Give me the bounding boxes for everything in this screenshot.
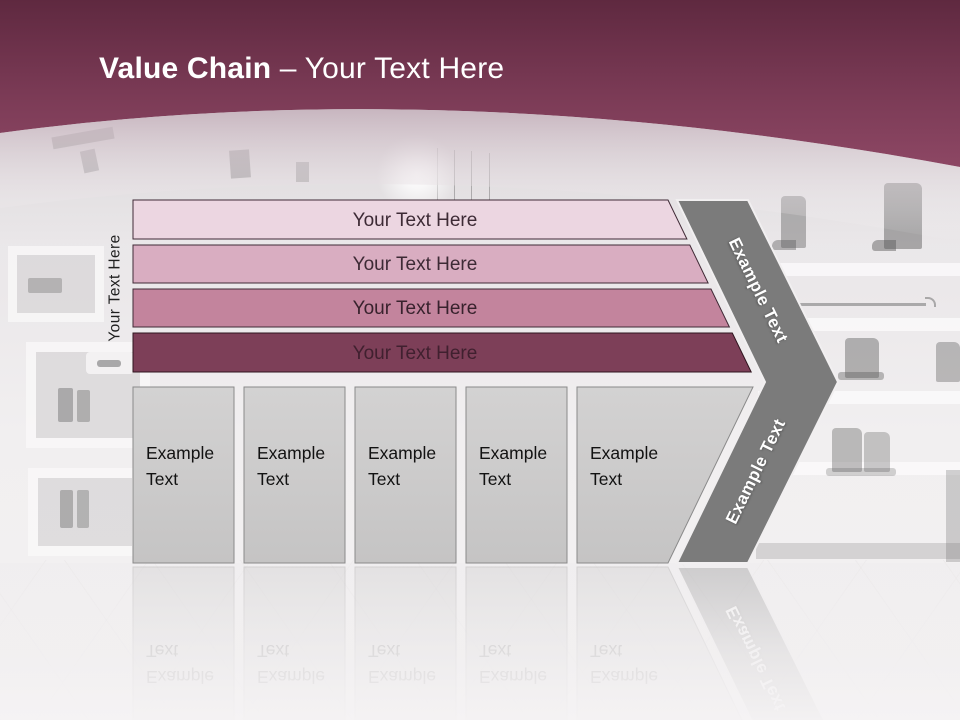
- boot-silhouette: [826, 468, 896, 476]
- bar-1-shape: [132, 199, 688, 240]
- shelf-base: [756, 543, 960, 559]
- boot-silhouette: [77, 490, 89, 528]
- box-5-label: Example Text: [590, 443, 659, 490]
- lamp-rod: [471, 151, 472, 225]
- header-glow-arc: [0, 109, 960, 243]
- shoe-silhouette: [97, 360, 121, 367]
- chevron-arrow: [675, 199, 840, 564]
- header-curve-shape: [0, 0, 960, 167]
- boot-silhouette: [77, 390, 90, 422]
- picture-frame: [8, 246, 104, 322]
- title-regular-text: – Your Text Here: [271, 52, 505, 85]
- bar-3-shape: [132, 288, 731, 328]
- bar-4-shape: [132, 332, 752, 373]
- shoe-silhouette: [28, 278, 62, 293]
- shelf-shadow: [946, 470, 960, 562]
- wall-ledge: [86, 352, 134, 374]
- title-bold-text: Value Chain: [99, 52, 272, 85]
- page-title: Value Chain – Your Text Here: [99, 52, 504, 86]
- bar-2-shape: [132, 244, 709, 284]
- boot-silhouette: [838, 372, 884, 380]
- boot-silhouette: [864, 432, 890, 472]
- bar-4-label: Your Text Here: [353, 343, 478, 364]
- boot-silhouette: [936, 342, 960, 382]
- boot-silhouette: [58, 388, 73, 422]
- box-3-shape: [354, 386, 457, 564]
- bar-3-label: Your Text Here: [353, 298, 478, 319]
- box-3-label: Example Text: [368, 443, 437, 490]
- side-axis-label: Your Text Here: [106, 234, 124, 342]
- box-1-label: Example Text: [146, 443, 215, 490]
- box-5-shape: [576, 386, 754, 564]
- boot-silhouette: [832, 428, 862, 472]
- box-2-label: Example Text: [257, 443, 326, 490]
- header-band: [0, 0, 960, 243]
- boot-silhouette: [772, 240, 796, 250]
- bar-2-label: Your Text Here: [353, 254, 478, 275]
- box-4-label: Example Text: [479, 443, 548, 490]
- shelf: [758, 462, 960, 475]
- box-4-shape: [465, 386, 568, 564]
- shelf: [758, 263, 960, 276]
- box-1-shape: [132, 386, 235, 564]
- lamp-rod: [489, 153, 490, 223]
- boot-silhouette: [60, 490, 73, 528]
- umbrella-silhouette: [798, 303, 926, 306]
- box-2-shape: [243, 386, 346, 564]
- boot-silhouette: [845, 338, 879, 378]
- umbrella-handle: [925, 297, 936, 307]
- boot-silhouette: [872, 240, 896, 251]
- bar-1-label: Your Text Here: [353, 210, 478, 231]
